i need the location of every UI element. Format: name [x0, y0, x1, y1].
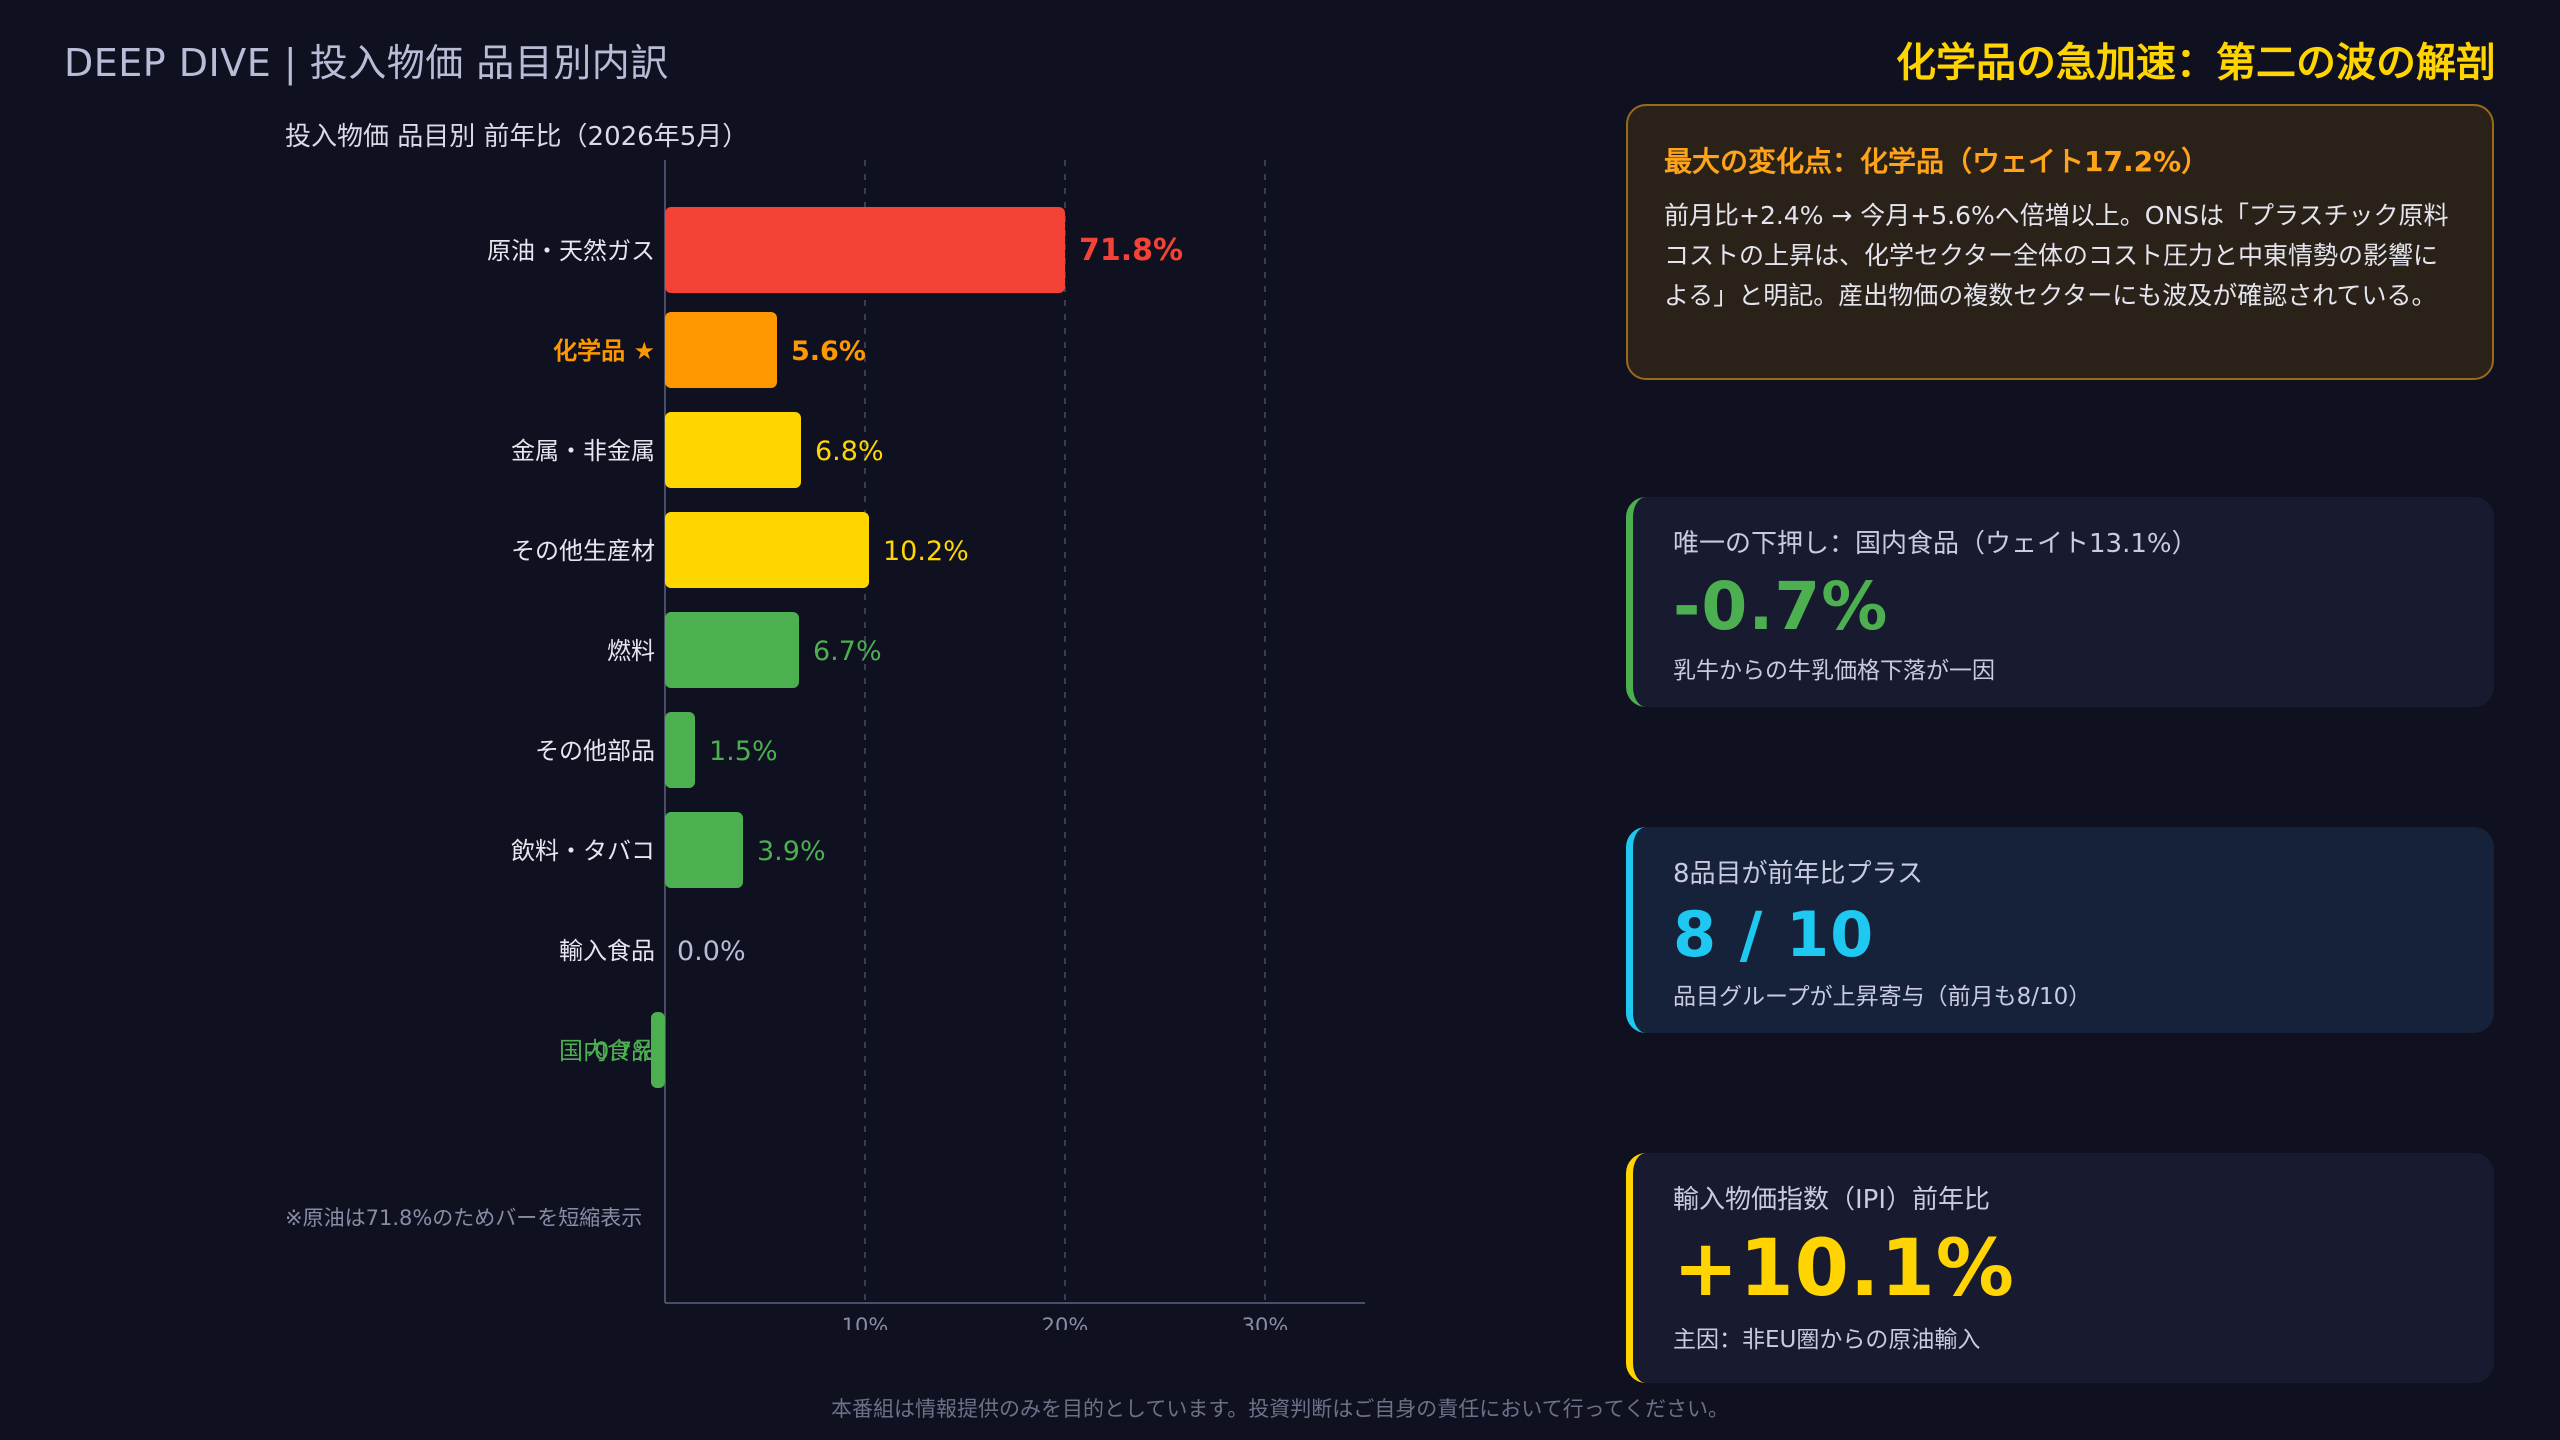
stat-value: -0.7%: [1673, 568, 1889, 645]
x-tick-label: 20%: [1042, 1314, 1089, 1330]
chart-note: ※原油は71.8%のためバーを短縮表示: [285, 1206, 643, 1230]
bar: [665, 312, 777, 388]
bar: [665, 512, 869, 588]
bar: [651, 1012, 665, 1088]
stat-card-import-price: 輸入物価指数（IPI）前年比 +10.1% 主因：非EU圏からの原油輸入: [1626, 1153, 2494, 1383]
category-label: その他生産材: [511, 537, 655, 565]
category-label: 化学品 ★: [553, 337, 655, 365]
bar: [665, 712, 695, 788]
data-label: 6.8%: [815, 436, 884, 467]
bar: [665, 207, 1065, 293]
data-label: 71.8%: [1079, 233, 1183, 268]
disclaimer-footer: 本番組は情報提供のみを目的としています。投資判断はご自身の責任において行ってくだ…: [831, 1397, 1729, 1421]
category-label: 国内食品: [559, 1037, 655, 1065]
stat-sub: 主因：非EU圏からの原油輸入: [1673, 1327, 1981, 1353]
category-label: 飲料・タバコ: [511, 837, 655, 865]
deep-dive-title: DEEP DIVE | 投入物価 品目別内訳: [64, 41, 669, 85]
stat-label: 唯一の下押し：国内食品（ウェイト13.1%）: [1673, 529, 2198, 559]
bar: [665, 812, 743, 888]
x-tick-label: 10%: [842, 1314, 889, 1330]
bar: [665, 612, 799, 688]
headline-title: 化学品の急加速：第二の波の解剖: [1896, 40, 2496, 86]
category-label: 金属・非金属: [511, 437, 655, 465]
data-label: 0.0%: [677, 936, 746, 967]
category-label: 燃料: [607, 637, 655, 665]
stat-label: 8品目が前年比プラス: [1673, 859, 1924, 889]
key-change-title: 最大の変化点：化学品（ウェイト17.2%）: [1664, 145, 2210, 178]
bar-chart: 10% 20% 30% 原油・天然ガス 71.8% 化学品 ★ 5.6% 金属・非金属 6.8%…: [487, 160, 1365, 1330]
stat-sub: 品目グループが上昇寄与（前月も8/10）: [1673, 984, 2092, 1010]
key-change-body: 前月比+2.4% → 今月+5.6%へ倍増以上。ONSは「プラスチック原料コスト…: [1664, 201, 2449, 310]
data-label: -0.7%: [585, 1037, 655, 1065]
stat-card-domestic-food: 唯一の下押し：国内食品（ウェイト13.1%） -0.7% 乳牛からの牛乳価格下落…: [1626, 497, 2494, 707]
data-label: 6.7%: [813, 636, 882, 667]
category-label: 輸入食品: [559, 937, 655, 965]
category-label: 原油・天然ガス: [487, 237, 655, 265]
data-label: 5.6%: [791, 336, 866, 367]
data-label: 1.5%: [709, 736, 778, 767]
stat-value: +10.1%: [1673, 1224, 2015, 1314]
bar: [665, 412, 801, 488]
data-label: 3.9%: [757, 836, 826, 867]
x-tick-label: 30%: [1242, 1314, 1289, 1330]
category-label: その他部品: [535, 737, 655, 765]
data-label: 10.2%: [883, 536, 969, 567]
stat-card-positive-items: 8品目が前年比プラス 8 / 10 品目グループが上昇寄与（前月も8/10）: [1626, 827, 2494, 1033]
key-change-card: 最大の変化点：化学品（ウェイト17.2%） 前月比+2.4% → 今月+5.6%…: [1626, 104, 2494, 380]
stat-sub: 乳牛からの牛乳価格下落が一因: [1673, 658, 1995, 684]
stat-label: 輸入物価指数（IPI）前年比: [1673, 1185, 1991, 1215]
chart-title: 投入物価 品目別 前年比（2026年5月）: [285, 122, 749, 152]
stat-value: 8 / 10: [1673, 898, 1875, 971]
